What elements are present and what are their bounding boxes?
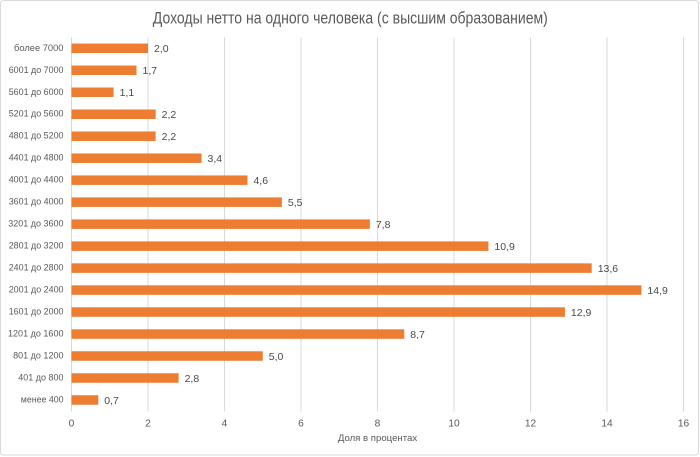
svg-text:2,2: 2,2: [162, 109, 177, 121]
svg-text:7,8: 7,8: [376, 219, 391, 231]
svg-text:14: 14: [601, 419, 613, 430]
svg-text:14,9: 14,9: [647, 285, 668, 297]
svg-text:5601 до 6000: 5601 до 6000: [9, 87, 64, 98]
svg-text:4: 4: [222, 419, 228, 430]
svg-text:Доходы нетто на одного человек: Доходы нетто на одного человека (с высши…: [153, 9, 548, 28]
svg-text:более 7000: более 7000: [14, 43, 64, 54]
svg-text:менее 400: менее 400: [21, 394, 64, 405]
svg-text:2,2: 2,2: [162, 131, 177, 143]
svg-text:5,0: 5,0: [269, 351, 284, 363]
svg-text:3201 до 3600: 3201 до 3600: [8, 219, 63, 230]
svg-text:Доля в процентах: Доля в процентах: [338, 433, 417, 444]
svg-text:4801 до 5200: 4801 до 5200: [9, 131, 64, 142]
svg-text:4401 до 4800: 4401 до 4800: [9, 153, 64, 164]
svg-text:1,7: 1,7: [143, 65, 158, 77]
svg-text:5,5: 5,5: [288, 197, 303, 209]
svg-text:8,7: 8,7: [410, 329, 425, 341]
svg-text:1601 до 2000: 1601 до 2000: [9, 307, 64, 318]
svg-text:10: 10: [448, 419, 460, 430]
svg-text:13,6: 13,6: [598, 263, 619, 275]
svg-text:16: 16: [678, 419, 690, 430]
svg-text:2,8: 2,8: [185, 373, 200, 385]
svg-text:0,7: 0,7: [104, 395, 119, 407]
svg-text:1201 до 1600: 1201 до 1600: [8, 329, 64, 340]
svg-text:12: 12: [525, 419, 537, 430]
svg-text:5201 до 5600: 5201 до 5600: [9, 109, 64, 120]
svg-text:6: 6: [298, 419, 304, 430]
svg-text:2,0: 2,0: [154, 43, 169, 55]
svg-text:4,6: 4,6: [253, 175, 268, 187]
svg-text:1,1: 1,1: [120, 87, 135, 99]
svg-text:0: 0: [69, 419, 75, 430]
svg-text:801 до 1200: 801 до 1200: [13, 351, 63, 362]
svg-text:3,4: 3,4: [208, 153, 223, 165]
svg-text:12,9: 12,9: [571, 307, 592, 319]
svg-text:3601 до 4000: 3601 до 4000: [9, 197, 64, 208]
svg-text:8: 8: [375, 419, 381, 430]
svg-text:6001 до 7000: 6001 до 7000: [9, 65, 64, 76]
svg-text:401 до 800: 401 до 800: [18, 373, 63, 384]
svg-text:2: 2: [145, 419, 151, 430]
svg-text:2001 до 2400: 2001 до 2400: [9, 285, 64, 296]
svg-text:10,9: 10,9: [494, 241, 515, 253]
svg-text:4001 до 4400: 4001 до 4400: [9, 175, 64, 186]
svg-text:2801 до 3200: 2801 до 3200: [9, 241, 64, 252]
svg-text:2401 до 2800: 2401 до 2800: [9, 263, 64, 274]
